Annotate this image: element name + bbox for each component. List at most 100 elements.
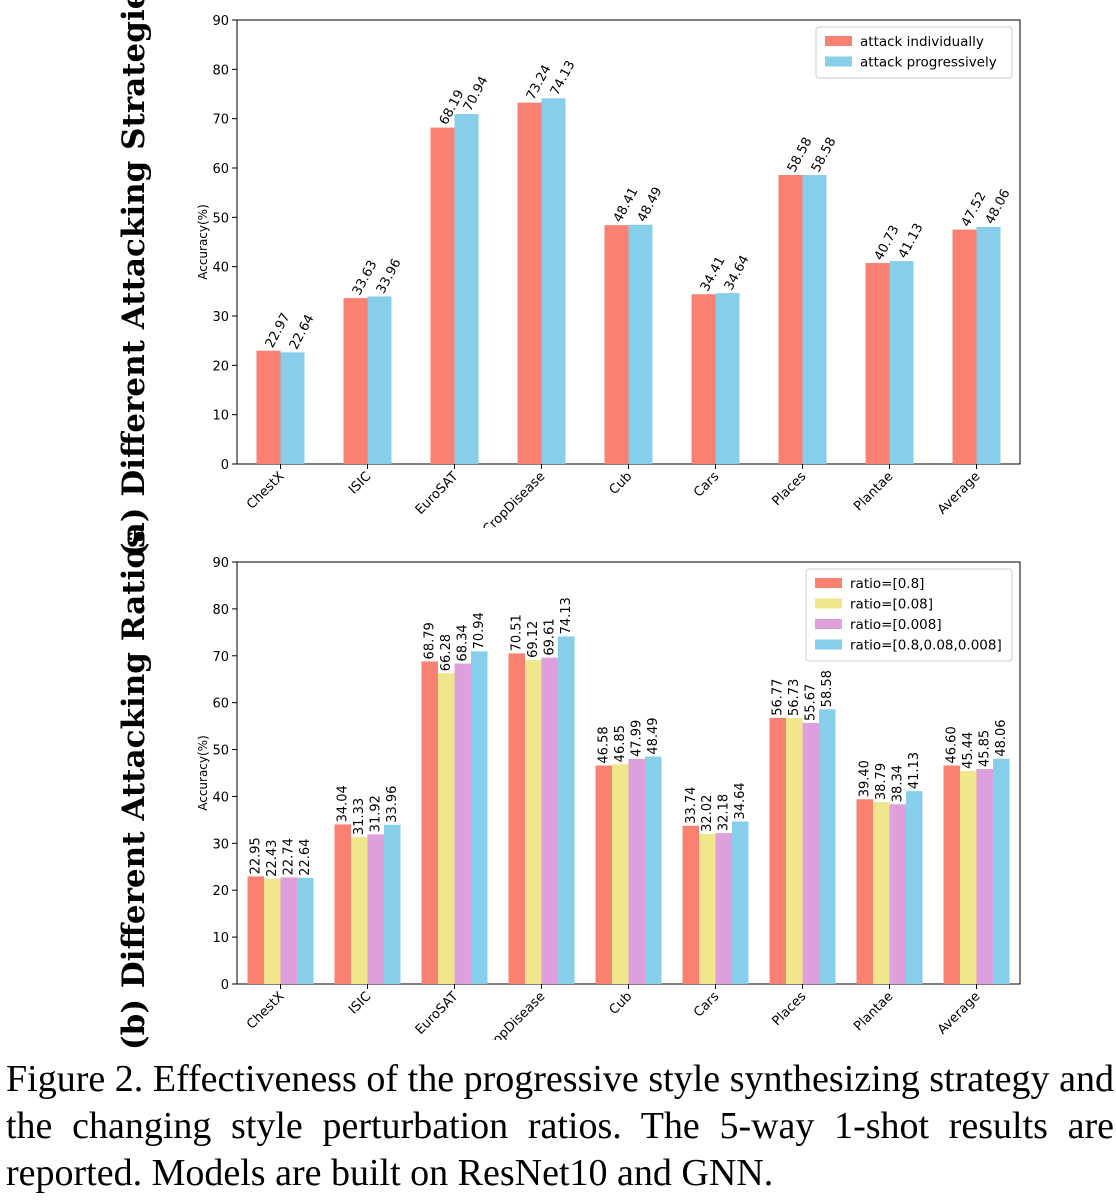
data-label: 55.67 bbox=[804, 684, 819, 721]
bar-isic-ratio-0-008 bbox=[367, 834, 384, 984]
legend-swatch bbox=[825, 36, 852, 46]
data-label: 48.06 bbox=[983, 187, 1014, 227]
chart-panel-b: (b) Different Attacking Ratios 0 10 20 30 40… bbox=[0, 531, 1116, 1057]
bar-chestx-ratio-0-8-0-08-0-008 bbox=[297, 877, 314, 984]
x-tick-label: ChestX bbox=[244, 469, 287, 512]
bar-isic-ratio-0-8-0-08-0-008 bbox=[384, 824, 401, 984]
x-tick-label: Average bbox=[935, 469, 983, 517]
bar-cropdisease-ratio-0-8 bbox=[508, 653, 525, 984]
bar-cub-ratio-0-08 bbox=[612, 764, 629, 984]
bar-places-ratio-0-008 bbox=[802, 722, 819, 984]
data-label: 22.64 bbox=[298, 839, 313, 876]
bar-cars-attack-individually bbox=[691, 294, 716, 464]
bar-cars-ratio-0-008 bbox=[715, 833, 732, 984]
data-label: 33.96 bbox=[385, 786, 400, 823]
data-label: 45.85 bbox=[978, 730, 993, 767]
legend-swatch bbox=[815, 578, 842, 588]
legend-swatch bbox=[825, 56, 852, 67]
bar-cars-attack-progressively bbox=[715, 293, 740, 464]
data-label: 46.58 bbox=[597, 726, 612, 763]
bar-eurosat-ratio-0-08 bbox=[438, 673, 455, 984]
bar-chart-ratios: 0 10 20 30 40 50 60 70 80 90 Accuracy(%) 22.95 22.43… bbox=[196, 556, 1021, 1057]
bar-average-attack-individually bbox=[952, 229, 977, 464]
data-label: 46.85 bbox=[613, 725, 628, 762]
bar-places-ratio-0-8 bbox=[769, 717, 786, 984]
data-label: 22.74 bbox=[282, 838, 297, 875]
y-tick-label: 80 bbox=[212, 603, 229, 618]
data-label: 34.64 bbox=[722, 253, 753, 293]
data-label: 48.06 bbox=[994, 719, 1009, 756]
legend bbox=[815, 26, 1013, 79]
bar-chestx-attack-progressively bbox=[280, 352, 305, 464]
bar-places-ratio-0-08 bbox=[786, 717, 803, 984]
legend-entry: ratio=[0.8] bbox=[850, 576, 924, 592]
bar-chestx-ratio-0-008 bbox=[280, 877, 297, 984]
y-tick-label: 90 bbox=[212, 14, 229, 29]
bar-plantae-attack-progressively bbox=[889, 261, 914, 464]
y-tick-label: 30 bbox=[212, 310, 229, 325]
data-label: 48.49 bbox=[646, 717, 661, 754]
bar-isic-ratio-0-8 bbox=[334, 824, 351, 984]
y-tick-label: 90 bbox=[212, 556, 229, 571]
bar-isic-ratio-0-08 bbox=[351, 837, 368, 984]
bar-eurosat-ratio-0-008 bbox=[454, 663, 471, 984]
x-tick-label: Cars bbox=[691, 989, 722, 1020]
data-label: 46.60 bbox=[945, 726, 960, 763]
y-tick-label: 0 bbox=[221, 458, 229, 473]
x-tick-label: Places bbox=[769, 469, 809, 509]
bar-isic-attack-progressively bbox=[367, 296, 392, 464]
chart-panel-a: (a) Different Attacking Strategies 0 10 20… bbox=[0, 0, 1116, 557]
x-tick-label: ChestX bbox=[244, 989, 287, 1032]
bar-chestx-ratio-0-08 bbox=[264, 878, 281, 984]
bar-cropdisease-attack-progressively bbox=[541, 98, 566, 465]
y-tick-label: 70 bbox=[212, 650, 229, 665]
y-tick-label: 80 bbox=[212, 63, 229, 78]
bar-eurosat-attack-progressively bbox=[454, 114, 479, 465]
bar-cropdisease-ratio-0-008 bbox=[541, 657, 558, 984]
y-tick-label: 50 bbox=[212, 211, 229, 226]
data-label: 68.34 bbox=[456, 624, 471, 661]
x-tick-label: Plantae bbox=[851, 469, 896, 514]
y-tick-label: 20 bbox=[212, 359, 229, 374]
legend-entry: attack progressively bbox=[860, 55, 997, 71]
data-label: 47.99 bbox=[630, 720, 645, 757]
data-label: 38.34 bbox=[891, 765, 906, 802]
bar-isic-attack-individually bbox=[343, 298, 368, 464]
data-label: 68.79 bbox=[423, 622, 438, 659]
y-axis-label: Accuracy(%) bbox=[196, 735, 210, 811]
bar-cars-ratio-0-8-0-08-0-008 bbox=[732, 821, 749, 984]
data-label: 48.49 bbox=[635, 185, 666, 225]
data-label: 39.40 bbox=[858, 760, 873, 797]
y-tick-label: 50 bbox=[212, 744, 229, 759]
legend-entry: attack individually bbox=[860, 34, 984, 50]
bar-cropdisease-ratio-0-8-0-08-0-008 bbox=[558, 636, 575, 984]
legend-swatch bbox=[815, 619, 842, 629]
panel-a-label: (a) Different Attacking Strategies bbox=[116, 0, 152, 557]
x-tick-label: Places bbox=[769, 989, 809, 1029]
data-label: 34.04 bbox=[336, 785, 351, 822]
legend-entry: ratio=[0.008] bbox=[850, 617, 942, 633]
bar-average-ratio-0-8-0-08-0-008 bbox=[993, 758, 1010, 984]
data-label: 56.77 bbox=[771, 679, 786, 716]
bar-eurosat-attack-individually bbox=[430, 127, 455, 464]
bar-cars-ratio-0-8 bbox=[682, 825, 699, 984]
data-label: 41.13 bbox=[896, 221, 927, 261]
bar-cropdisease-ratio-0-08 bbox=[525, 659, 542, 984]
data-label: 74.13 bbox=[548, 58, 579, 98]
data-label: 33.74 bbox=[684, 787, 699, 824]
bar-average-ratio-0-8 bbox=[943, 765, 960, 984]
legend-swatch bbox=[815, 639, 842, 650]
bar-plantae-ratio-0-08 bbox=[873, 802, 890, 984]
data-label: 47.52 bbox=[959, 190, 990, 230]
data-label: 32.18 bbox=[717, 794, 732, 831]
bar-cub-ratio-0-8-0-08-0-008 bbox=[645, 756, 662, 984]
data-label: 40.73 bbox=[872, 223, 903, 263]
x-tick-label: Average bbox=[935, 989, 983, 1037]
bar-plantae-ratio-0-8 bbox=[856, 799, 873, 984]
bar-average-ratio-0-08 bbox=[960, 770, 977, 984]
x-tick-label: EuroSAT bbox=[413, 989, 462, 1038]
data-label: 70.51 bbox=[510, 614, 525, 651]
bar-plantae-attack-individually bbox=[865, 263, 890, 464]
y-tick-label: 0 bbox=[221, 978, 229, 993]
data-label: 69.12 bbox=[526, 621, 541, 658]
